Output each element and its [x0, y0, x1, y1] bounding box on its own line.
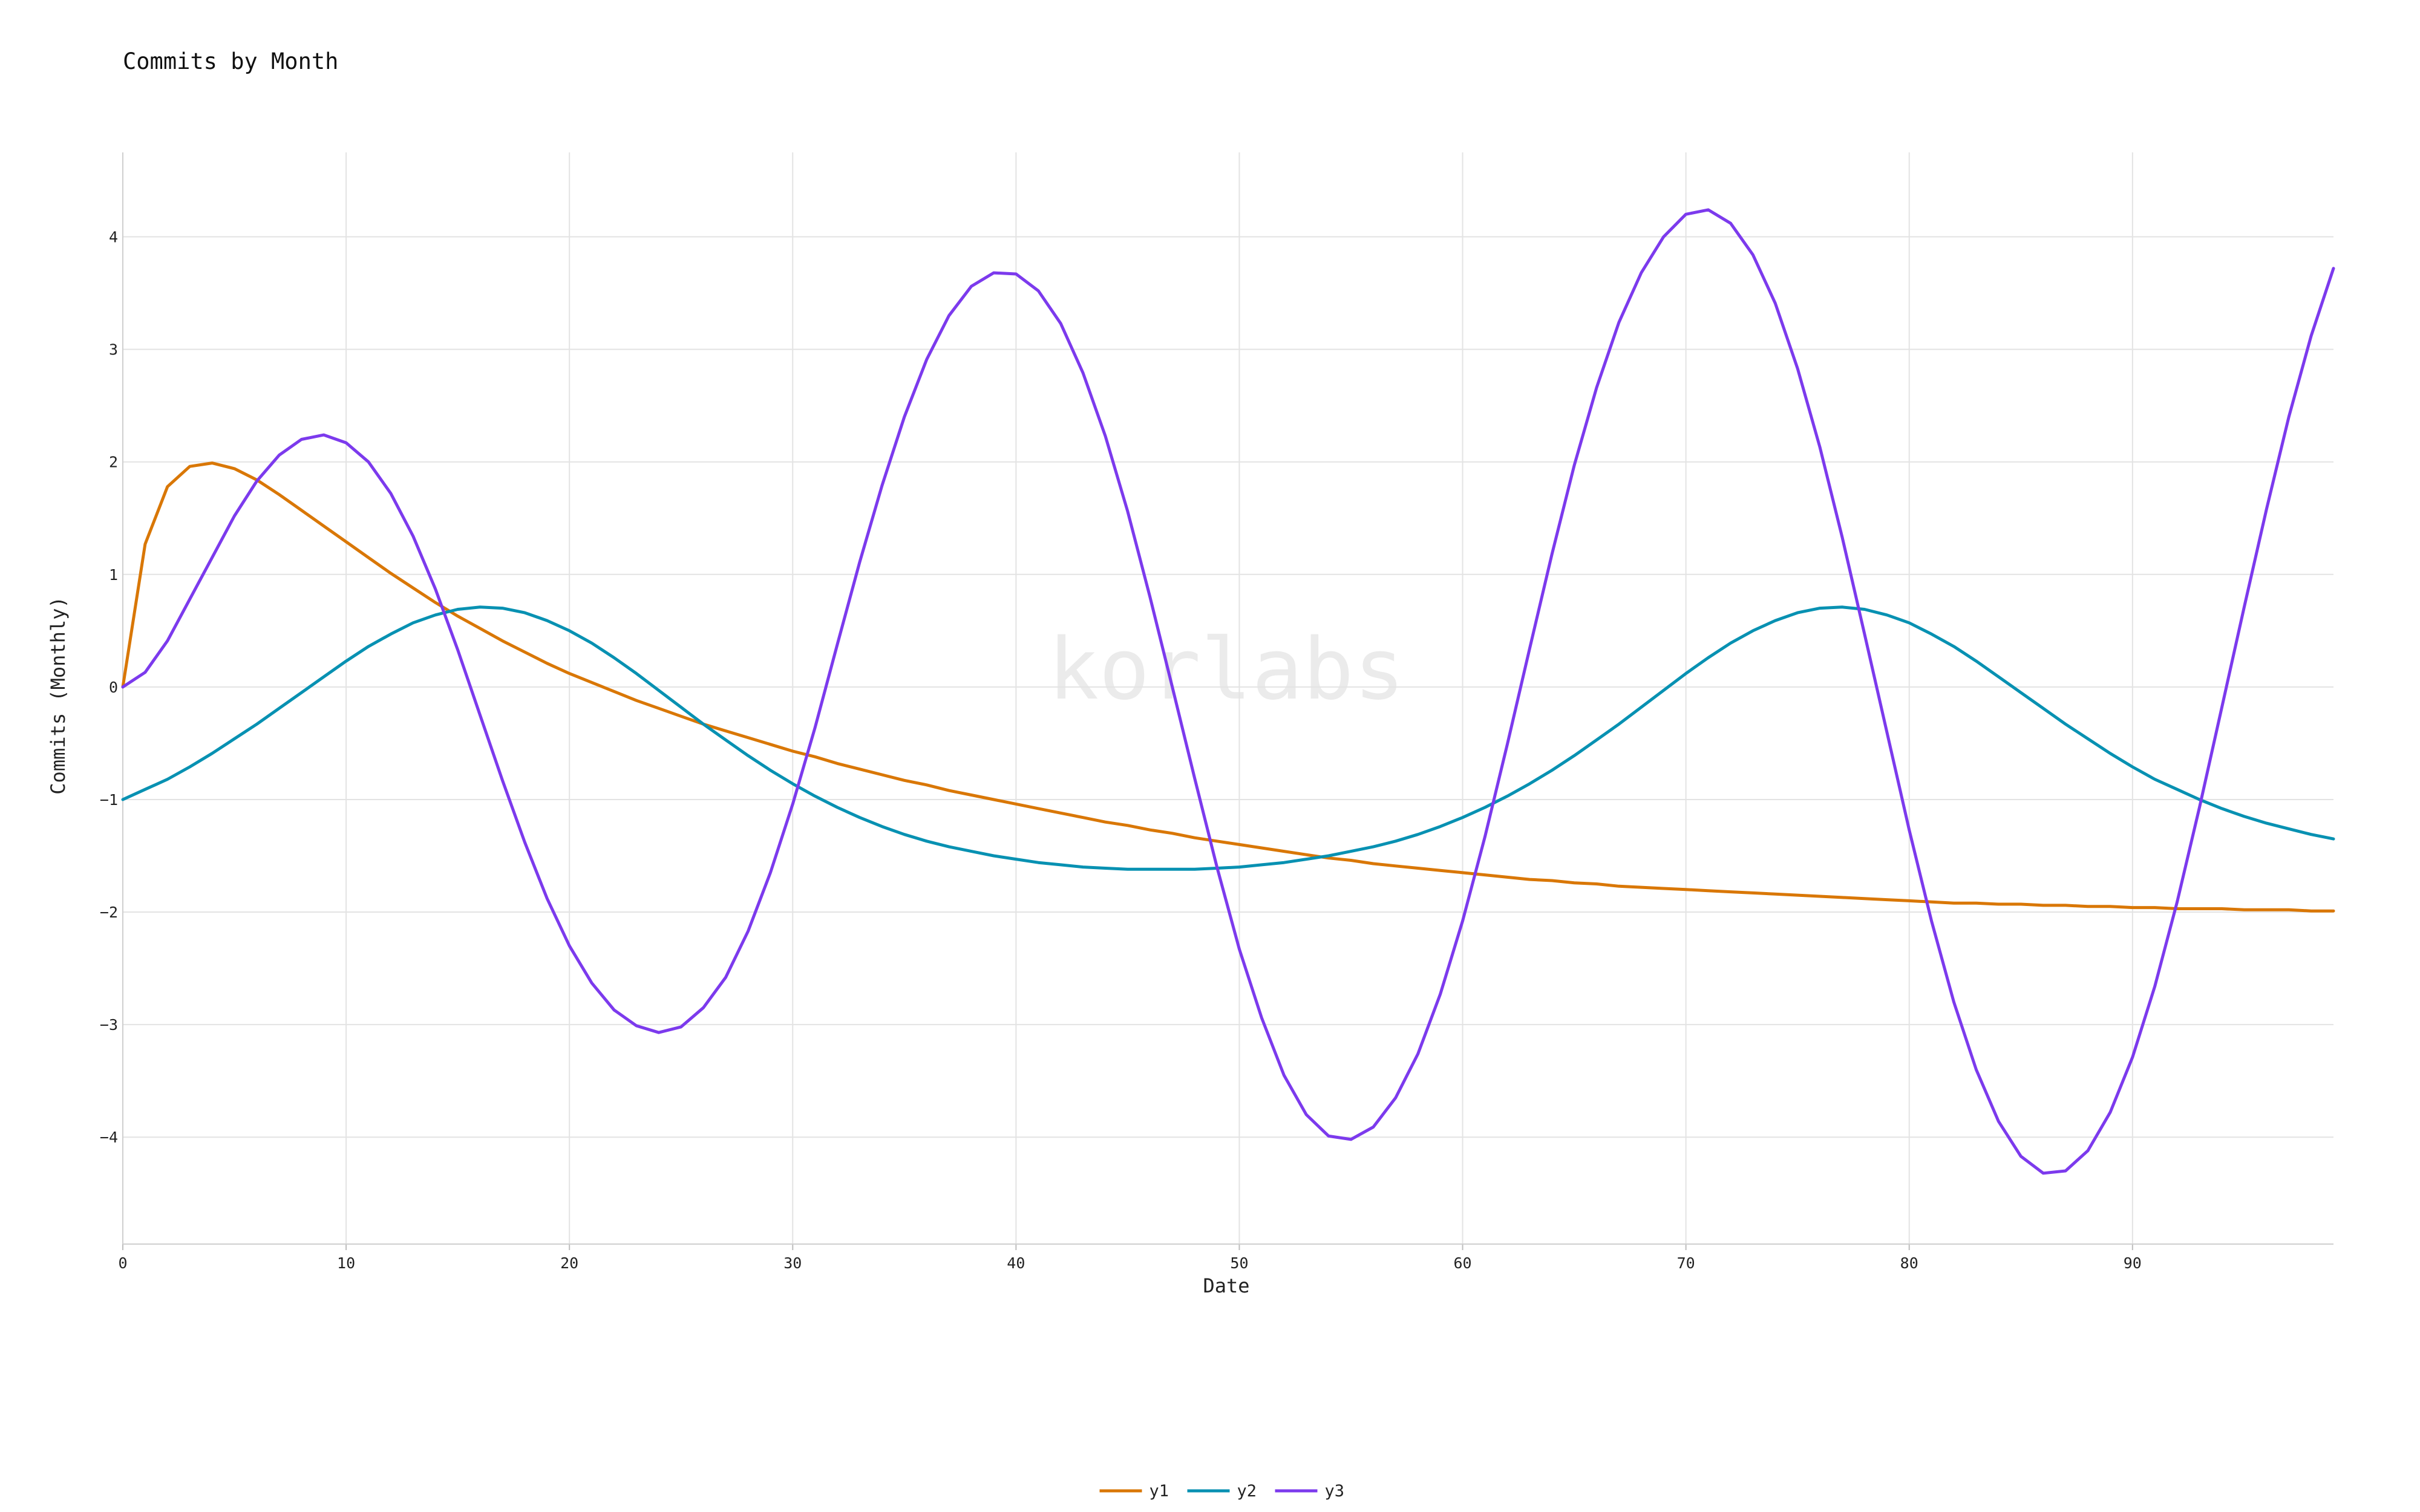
watermark: korlabs	[1048, 621, 1405, 719]
legend-item-y3: y3	[1275, 1482, 1345, 1501]
legend-item-y2: y2	[1187, 1482, 1257, 1501]
chart-title: Commits by Month	[123, 48, 338, 74]
x-tick-label: 50	[1230, 1254, 1248, 1272]
y-axis-title: Commits (Monthly)	[47, 596, 70, 795]
y-tick-label: 4	[109, 229, 118, 246]
legend: y1 y2 y3	[1099, 1482, 1345, 1501]
series-line-y1	[121, 461, 2335, 913]
y-tick-label: 3	[109, 341, 118, 359]
legend-label: y1	[1150, 1482, 1169, 1501]
y-tick-label: −2	[100, 904, 118, 921]
axes	[122, 152, 2333, 1250]
series-line-y3	[121, 208, 2335, 1175]
legend-label: y2	[1237, 1482, 1257, 1501]
x-tick-label: 40	[1007, 1254, 1025, 1272]
series-line-y2	[121, 605, 2335, 871]
y-tick-label: −3	[100, 1016, 118, 1034]
x-tick-label: 60	[1453, 1254, 1471, 1272]
x-tick-label: 20	[560, 1254, 578, 1272]
legend-item-y1: y1	[1099, 1482, 1169, 1501]
legend-label: y3	[1325, 1482, 1345, 1501]
x-axis-title: Date	[1203, 1274, 1249, 1297]
y-tick-label: 2	[109, 454, 118, 471]
series-lines	[121, 208, 2335, 1175]
x-tick-label: 90	[2124, 1254, 2142, 1272]
x-tick-label: 70	[1677, 1254, 1695, 1272]
y-tick-label: 1	[109, 566, 118, 584]
x-tick-label: 30	[783, 1254, 802, 1272]
x-tick-label: 0	[118, 1254, 127, 1272]
y-tick-label: −4	[100, 1129, 118, 1146]
x-tick-label: 80	[1900, 1254, 1918, 1272]
x-tick-label: 10	[337, 1254, 355, 1272]
y-tick-label: 0	[109, 679, 118, 696]
tick-labels: 0 10 20 30 40 50 60 70 80 90 −4 −3 −2 −1 0 1 2 3 4	[100, 229, 2142, 1272]
y-tick-label: −1	[100, 791, 118, 809]
